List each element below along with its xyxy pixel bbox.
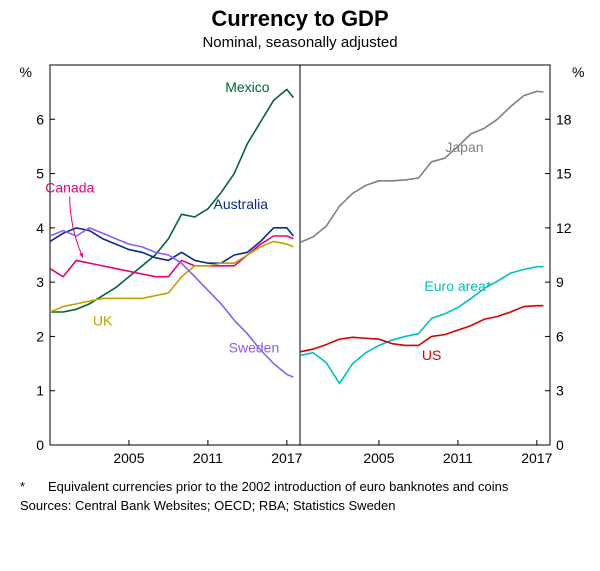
svg-text:0: 0: [556, 437, 564, 453]
svg-text:UK: UK: [93, 313, 113, 329]
svg-text:Sweden: Sweden: [229, 340, 280, 356]
svg-text:2017: 2017: [271, 450, 302, 466]
svg-text:3: 3: [556, 383, 564, 399]
svg-text:%: %: [572, 64, 584, 80]
svg-text:18: 18: [556, 111, 572, 127]
svg-text:12: 12: [556, 220, 572, 236]
svg-text:%: %: [20, 64, 32, 80]
footnote-marker: *: [20, 479, 48, 494]
svg-text:0: 0: [36, 437, 44, 453]
svg-text:2: 2: [36, 328, 44, 344]
footnote: * Equivalent currencies prior to the 200…: [0, 475, 600, 494]
svg-text:2011: 2011: [443, 450, 473, 466]
sources-label: Sources:: [20, 498, 71, 513]
svg-text:5: 5: [36, 166, 44, 182]
chart-subtitle: Nominal, seasonally adjusted: [0, 34, 600, 51]
svg-text:Euro area*: Euro area*: [424, 278, 491, 294]
svg-text:Australia: Australia: [214, 196, 269, 212]
svg-text:6: 6: [36, 111, 44, 127]
svg-text:4: 4: [36, 220, 44, 236]
svg-text:US: US: [422, 347, 441, 363]
sources: Sources: Central Bank Websites; OECD; RB…: [0, 494, 600, 513]
svg-text:2011: 2011: [193, 450, 223, 466]
svg-text:2005: 2005: [363, 450, 394, 466]
svg-text:3: 3: [36, 274, 44, 290]
svg-text:1: 1: [36, 383, 44, 399]
line-chart: 0123456%0369121518%200520112017200520112…: [0, 55, 600, 475]
chart-figure: Currency to GDP Nominal, seasonally adju…: [0, 6, 600, 513]
sources-text: Central Bank Websites; OECD; RBA; Statis…: [75, 498, 396, 513]
svg-text:15: 15: [556, 166, 572, 182]
svg-text:2017: 2017: [521, 450, 552, 466]
svg-text:Canada: Canada: [45, 180, 94, 196]
svg-text:2005: 2005: [113, 450, 144, 466]
chart-title: Currency to GDP: [0, 6, 600, 32]
footnote-text: Equivalent currencies prior to the 2002 …: [48, 479, 508, 494]
svg-text:Mexico: Mexico: [225, 79, 270, 95]
svg-text:6: 6: [556, 328, 564, 344]
svg-text:9: 9: [556, 274, 564, 290]
svg-text:Japan: Japan: [445, 139, 483, 155]
